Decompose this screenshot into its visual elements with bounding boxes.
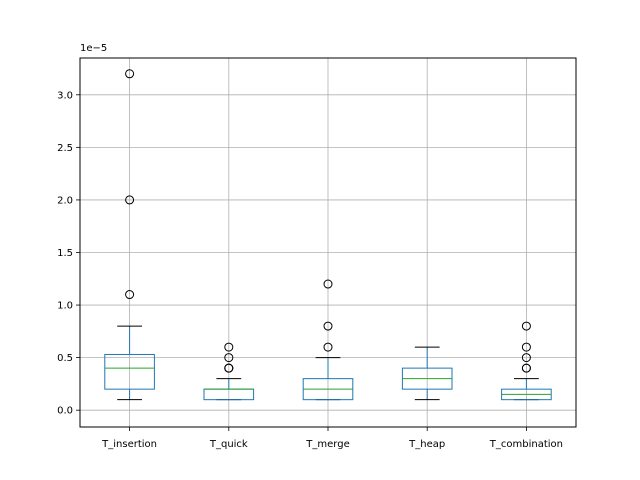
outlier-point (521, 321, 531, 331)
box-group-T_merge (302, 279, 354, 401)
box-group-T_quick (203, 342, 255, 401)
x-tick-label: T_quick (209, 439, 248, 450)
y-tick-label: 2.0 (57, 195, 73, 206)
outlier-point (323, 321, 333, 331)
outlier-point (125, 69, 135, 79)
outlier-point (323, 342, 333, 352)
box-group-T_heap (401, 346, 453, 401)
y-tick-label: 1.5 (57, 248, 73, 259)
y-scale-label: 1e−5 (80, 43, 107, 54)
outlier-point (125, 290, 135, 300)
outlier-point (224, 353, 234, 363)
y-tick-label: 1.0 (57, 301, 73, 312)
iqr-box (104, 353, 155, 390)
x-tick-label: T_combination (489, 439, 563, 450)
box-layer (104, 69, 552, 401)
outlier-point (521, 363, 531, 373)
axis-layer: 0.0 0.5 1.0 1.5 2.0 2.5 3.0 T_insertion T_quick T… (57, 90, 563, 450)
outlier-point (521, 342, 531, 352)
y-tick-label: 0.5 (57, 353, 73, 364)
y-tick-label: 3.0 (57, 90, 73, 101)
box-group-T_insertion (104, 69, 155, 401)
x-tick-label: T_heap (408, 439, 445, 450)
x-tick-label: T_merge (305, 439, 349, 450)
x-tick-label: T_insertion (101, 439, 157, 450)
outlier-point (521, 353, 531, 363)
outlier-point (224, 363, 234, 373)
box-group-T_combination (501, 321, 552, 401)
outlier-point (323, 279, 333, 289)
y-tick-label: 2.5 (57, 143, 73, 154)
outlier-point (224, 342, 234, 352)
outlier-point (125, 195, 135, 205)
y-tick-label: 0.0 (57, 406, 73, 417)
